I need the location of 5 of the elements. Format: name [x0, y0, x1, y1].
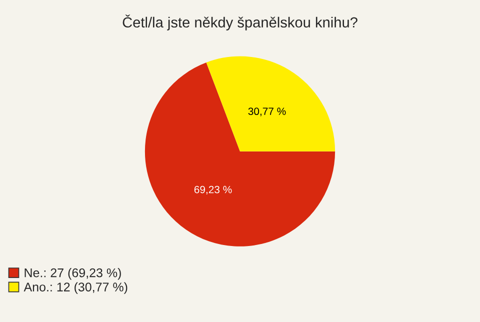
legend-label: Ne.: 27 (69,23 %): [24, 268, 121, 280]
legend-label: Ano.: 12 (30,77 %): [24, 282, 128, 294]
data-label: 30,77 %: [248, 108, 286, 116]
data-label: 69,23 %: [194, 186, 232, 194]
chart-title: Četl/la jste někdy španělskou knihu?: [122, 14, 358, 30]
